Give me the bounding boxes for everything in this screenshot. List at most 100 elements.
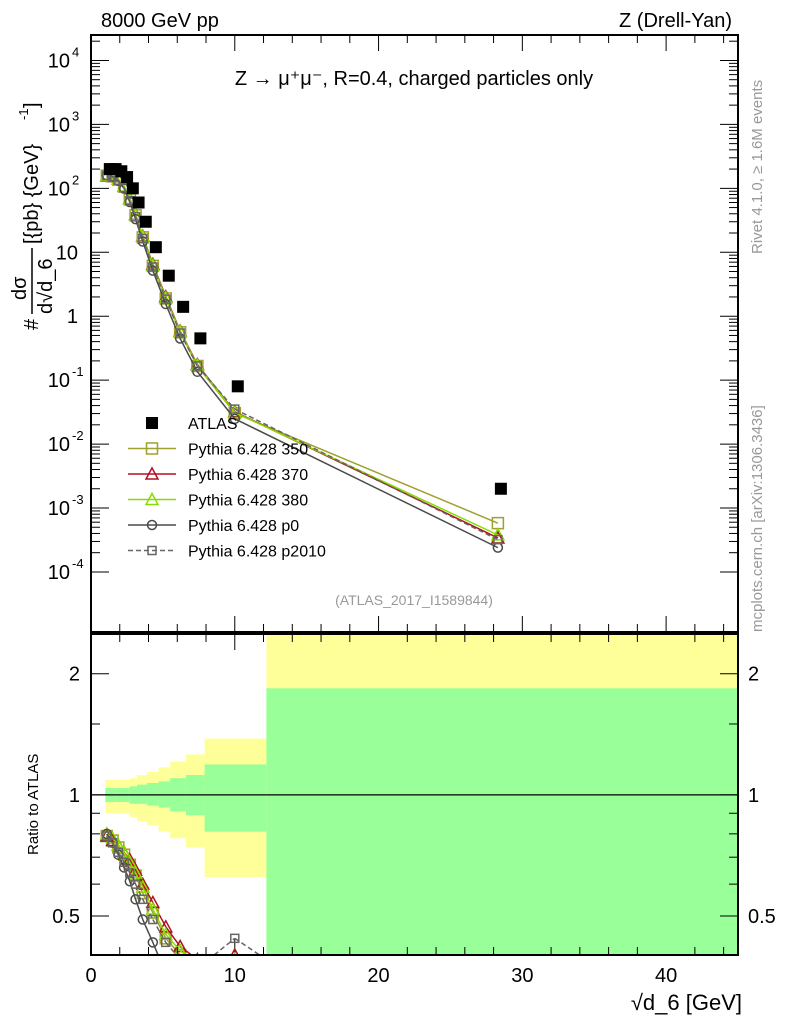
y-label-hash: # bbox=[21, 318, 43, 330]
ratio-point-2 bbox=[145, 901, 161, 915]
ratio-panel: 0 10 20 30 40 0.5 0.5 1 1 2 2 Ratio to ATLAS √d_6 … bbox=[25, 35, 776, 1015]
legend-item: Pythia 6.428 380 bbox=[128, 491, 308, 510]
series-point-4 bbox=[493, 534, 503, 545]
ratio-point-4 bbox=[138, 894, 148, 905]
y-tick-label: 1 bbox=[67, 306, 78, 328]
legend-label: ATLAS bbox=[188, 416, 238, 433]
y-tick-exponent: 3 bbox=[72, 108, 79, 123]
x-tick-label: 20 bbox=[367, 965, 389, 987]
legend-marker bbox=[146, 417, 158, 429]
ratio-point-3 bbox=[137, 914, 149, 925]
legend-marker bbox=[145, 442, 159, 455]
legend-label: Pythia 6.428 370 bbox=[188, 467, 308, 484]
legend: ATLAS Pythia 6.428 350 Pythia 6.428 370 Pyt… bbox=[128, 416, 326, 561]
ratio-point-4 bbox=[119, 857, 129, 868]
legend-label: Pythia 6.428 350 bbox=[188, 442, 308, 459]
ratio-point-4 bbox=[230, 933, 240, 944]
series-point-4 bbox=[175, 328, 185, 338]
y-tick-label: 10 bbox=[48, 498, 70, 520]
y-tick-label: 10 bbox=[48, 114, 70, 136]
atlas-data-point bbox=[194, 332, 207, 345]
header-left: 8000 GeV pp bbox=[101, 10, 219, 32]
y-tick-label: 10 bbox=[48, 434, 70, 456]
legend-item: ATLAS bbox=[146, 416, 238, 433]
y-tick-label: 10 bbox=[48, 50, 70, 72]
legend-item: Pythia 6.428 350 bbox=[128, 442, 308, 459]
main-frame bbox=[90, 34, 739, 633]
y-tick-exponent: -4 bbox=[72, 556, 84, 571]
atlas-data-point bbox=[231, 380, 244, 393]
y-label-num: dσ bbox=[9, 276, 31, 300]
y-tick-label: 10 bbox=[48, 370, 70, 392]
ratio-point-4 bbox=[175, 954, 185, 955]
atlas-data-point bbox=[126, 182, 139, 195]
atlas-data-point bbox=[139, 215, 152, 228]
y-label-exp: -1 bbox=[16, 108, 31, 120]
legend-marker bbox=[144, 491, 160, 506]
series-point-4 bbox=[161, 294, 171, 304]
chart-title: Z → μ⁺μ⁻, R=0.4, charged particles only bbox=[235, 68, 593, 90]
y-label-unit: [{pb} {GeV} bbox=[21, 144, 43, 244]
ratio-point-0 bbox=[173, 948, 187, 955]
x-axis-label: √d_6 [GeV] bbox=[631, 990, 742, 1015]
series-point-4 bbox=[192, 361, 203, 371]
ratio-y-label: Ratio to ATLAS bbox=[25, 754, 42, 855]
y-tick-label: 10 bbox=[56, 242, 78, 264]
legend-label: Pythia 6.428 p2010 bbox=[188, 544, 326, 561]
y-tick-exponent: -1 bbox=[72, 364, 84, 379]
ratio-point-4 bbox=[107, 838, 118, 848]
ratio-point-4 bbox=[161, 937, 171, 948]
ratio-y-tick-label: 2 bbox=[69, 664, 80, 686]
ratio-point-1 bbox=[122, 852, 138, 866]
ratio-point-4 bbox=[102, 831, 112, 841]
x-tick-label: 40 bbox=[655, 965, 677, 987]
legend-item: Pythia 6.428 p2010 bbox=[128, 544, 326, 561]
legend-label: Pythia 6.428 380 bbox=[188, 493, 308, 510]
ratio-point-2 bbox=[128, 865, 143, 879]
atlas-data-point bbox=[162, 269, 175, 282]
legend-marker bbox=[147, 545, 157, 556]
ratio-point-2 bbox=[158, 926, 174, 941]
x-tick-label: 10 bbox=[224, 965, 246, 987]
atlas-data-point bbox=[177, 300, 190, 313]
y-axis-label: # dσ d√d_6 [{pb} {GeV} -1 ] bbox=[9, 102, 57, 330]
y-tick-label: 10 bbox=[48, 178, 70, 200]
atlas-data-point bbox=[132, 196, 145, 209]
y-label-den: d√d_6 bbox=[35, 259, 57, 314]
y-tick-exponent: -3 bbox=[72, 492, 84, 507]
series-point-4 bbox=[138, 233, 148, 244]
series-line-4 bbox=[106, 174, 499, 541]
ratio-y-tick-label: 0.5 bbox=[52, 906, 80, 928]
header-right: Z (Drell-Yan) bbox=[619, 10, 732, 32]
stat-uncertainty-band bbox=[266, 688, 738, 955]
stat-uncertainty-band bbox=[137, 784, 148, 804]
stat-uncertainty-band bbox=[204, 764, 267, 832]
ratio-point-4 bbox=[113, 847, 124, 858]
legend-item: Pythia 6.428 370 bbox=[128, 466, 308, 484]
legend-label: Pythia 6.428 p0 bbox=[188, 518, 299, 535]
series-point-2 bbox=[227, 404, 243, 419]
ratio-y-tick-label-right: 2 bbox=[748, 664, 759, 686]
atlas-data-point bbox=[494, 482, 507, 495]
y-tick-exponent: 4 bbox=[72, 44, 79, 59]
ratio-point-1 bbox=[158, 919, 174, 933]
ratio-y-tick-label-right: 0.5 bbox=[748, 906, 776, 928]
y-tick-label: 10 bbox=[48, 562, 70, 584]
ratio-point-4 bbox=[125, 868, 135, 878]
ratio-point-4 bbox=[148, 914, 158, 925]
series-point-2 bbox=[490, 527, 506, 541]
mcplots-label: mcplots.cern.ch [arXiv:1306.3436] bbox=[749, 405, 766, 632]
legend-marker bbox=[146, 519, 158, 531]
legend-item: Pythia 6.428 p0 bbox=[128, 518, 299, 535]
atlas-data-point bbox=[149, 241, 162, 254]
y-label-close: ] bbox=[21, 102, 43, 108]
y-tick-exponent: 2 bbox=[72, 172, 79, 187]
ratio-y-tick-label: 1 bbox=[69, 785, 80, 807]
atlas-data-point bbox=[121, 171, 134, 184]
x-tick-label: 30 bbox=[511, 965, 533, 987]
ratio-point-3 bbox=[130, 894, 141, 905]
series-point-3 bbox=[229, 413, 241, 425]
analysis-label: (ATLAS_2017_I1589844) bbox=[335, 592, 493, 608]
